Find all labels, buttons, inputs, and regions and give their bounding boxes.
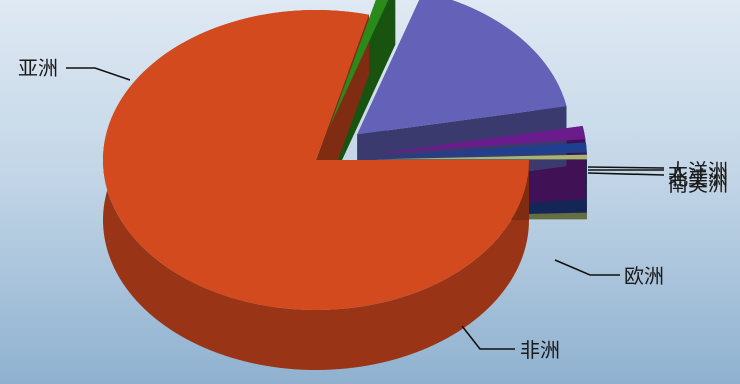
slice-label: 南美洲	[668, 172, 728, 196]
pie-slice-face-end	[329, 0, 396, 188]
slice-label: 大洋洲	[668, 159, 728, 183]
leader-line	[554, 259, 620, 276]
slice-label: 非洲	[520, 338, 560, 362]
leader-line	[461, 325, 515, 350]
leader-line	[587, 166, 665, 169]
pie-slice-5	[373, 154, 587, 160]
pie-slice-2	[357, 0, 567, 135]
pie-slice-1	[329, 0, 389, 128]
pie-slice-0	[103, 10, 529, 310]
slice-label: 北美洲	[668, 166, 728, 190]
leader-line	[66, 67, 131, 81]
pie-tops	[103, 0, 587, 310]
pie-slice-3	[373, 126, 586, 155]
slice-label: 亚洲	[18, 56, 58, 80]
pie-slice-4	[373, 142, 587, 158]
leader-line	[587, 172, 665, 176]
slice-label: 欧洲	[624, 264, 664, 288]
